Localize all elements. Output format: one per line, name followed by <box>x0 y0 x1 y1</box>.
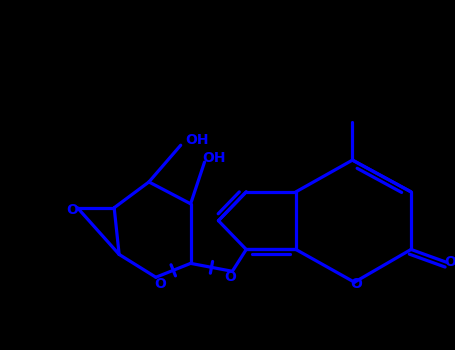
Text: O: O <box>66 203 78 217</box>
Text: OH: OH <box>185 133 208 147</box>
Text: O: O <box>350 277 362 291</box>
Text: O: O <box>224 270 236 284</box>
Text: OH: OH <box>202 151 226 165</box>
Text: O: O <box>444 256 455 270</box>
Text: O: O <box>154 277 166 291</box>
